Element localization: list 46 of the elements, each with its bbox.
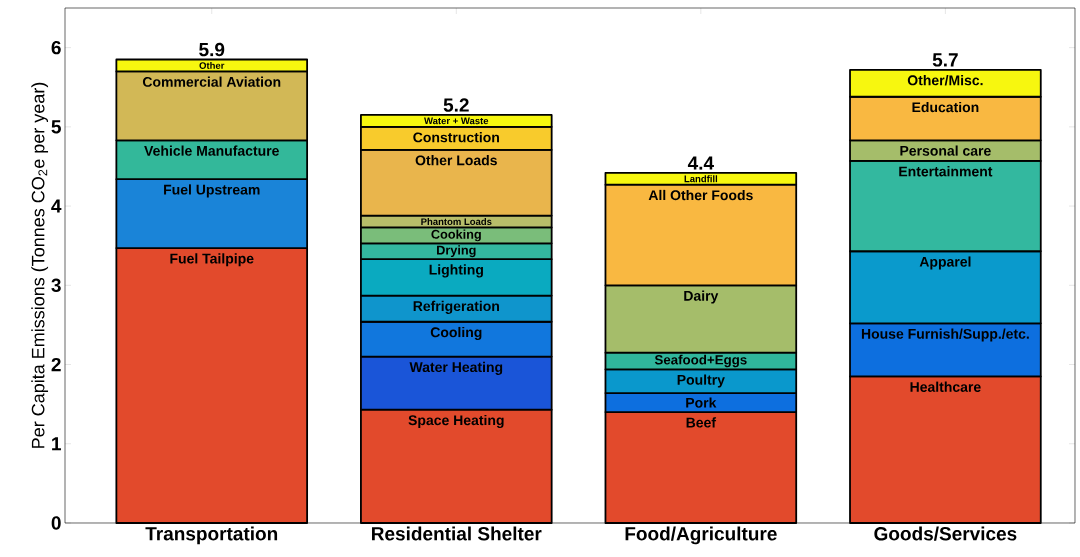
series-label: Healthcare	[910, 381, 981, 392]
series-label: Beef	[686, 417, 717, 428]
x-tick-label: Food/Agriculture	[625, 526, 777, 545]
series-label: Vehicle Manufacture	[144, 145, 279, 156]
series-label: House Furnish/Supp./etc.	[861, 328, 1029, 342]
x-tick-label: Residential Shelter	[372, 526, 542, 541]
y-tick-label: 4	[51, 199, 62, 213]
series-label: All Other Foods	[648, 189, 753, 201]
series-label: Construction	[413, 132, 499, 143]
series-label: Cooking	[431, 229, 481, 242]
series-label: Other Loads	[415, 155, 497, 166]
y-tick-label: 6	[51, 40, 61, 55]
series-label: Landfill	[684, 175, 718, 183]
x-tick-label: Goods/Services	[874, 526, 1017, 541]
series-label: Drying	[437, 245, 476, 258]
series-label: Fuel Tailpipe	[170, 253, 254, 267]
series-label: Other	[199, 61, 225, 69]
y-tick-label: 1	[52, 437, 61, 451]
series-label: Water Heating	[409, 361, 503, 375]
series-label: Entertainment	[899, 166, 993, 177]
series-label: Apparel	[919, 256, 971, 270]
series-label: Pork	[686, 397, 717, 408]
y-tick-label: 3	[51, 278, 61, 293]
total-label: 4.4	[687, 156, 714, 170]
total-label: 5.9	[199, 42, 225, 57]
series-label: Fuel Upstream	[164, 184, 260, 198]
total-label: 5.7	[932, 53, 958, 67]
series-label: Seafood+Eggs	[654, 354, 747, 368]
y-axis-title: Per Capita Emissions (Tonnes CO$_{2}$e per year)	[31, 82, 49, 448]
series-label: Water + Waste	[424, 117, 489, 125]
y-tick-label: 0	[51, 516, 61, 530]
series-label: Commercial Aviation	[142, 76, 281, 87]
series-label: Education	[912, 101, 979, 113]
series-label: Refrigeration	[413, 300, 499, 314]
y-tick-label: 5	[51, 120, 61, 134]
series-label: Other/Misc.	[907, 75, 983, 86]
total-label: 5.2	[443, 98, 469, 112]
series-label: Dairy	[684, 290, 719, 304]
series-label: Personal care	[900, 145, 991, 156]
series-label: Poultry	[677, 374, 725, 388]
series-label: Lighting	[429, 264, 483, 278]
series-label: Phantom Loads	[421, 218, 492, 226]
series-label: Cooling	[430, 326, 482, 341]
series-label: Space Heating	[408, 414, 504, 428]
x-tick-label: Transportation	[145, 526, 278, 545]
y-tick-label: 2	[51, 357, 61, 372]
